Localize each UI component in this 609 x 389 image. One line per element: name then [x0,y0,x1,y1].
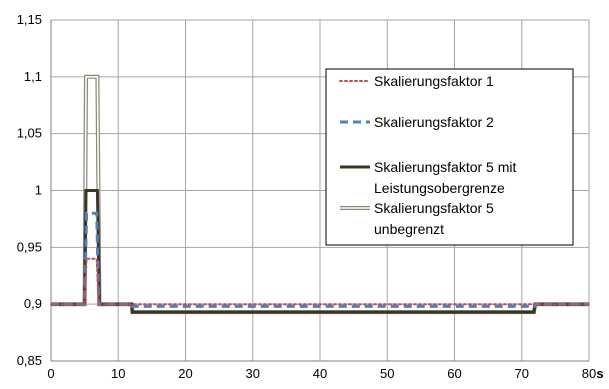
series-line-2 [51,211,589,308]
y-tick-label: 0,85 [17,353,42,368]
y-tick-label: 1,1 [24,69,42,84]
legend-label: Skalierungsfaktor 2 [374,114,494,130]
y-tick-labels: 0,85 0,9 0,95 1 1,05 1,1 1,15 [17,12,42,368]
legend-label: Skalierungsfaktor 1 [374,73,494,89]
y-tick-label: 1,05 [17,126,42,141]
y-tick-label: 0,95 [17,239,42,254]
legend-label: unbegrenzt [374,221,444,237]
x-tick-label: 80 [582,366,596,381]
y-tick-label: 1 [35,183,42,198]
x-tick-label: 10 [111,366,125,381]
legend: Skalierungsfaktor 1 Skalierungsfaktor 2 Sk… [325,68,574,246]
series-lines [50,74,590,315]
x-tick-label: 20 [178,366,192,381]
x-unit-label: s [596,366,603,381]
legend-box [325,68,574,246]
x-tick-label: 40 [313,366,327,381]
legend-label: Skalierungsfaktor 5 mit [374,159,517,175]
x-tick-label: 60 [447,366,461,381]
y-tick-label: 0,9 [24,296,42,311]
x-tick-label: 0 [47,366,54,381]
x-tick-label: 30 [246,366,260,381]
series-line-1 [50,257,590,306]
x-tick-label: 70 [515,366,529,381]
legend-label: Leistungsobergrenze [374,180,505,196]
x-tick-label: 50 [380,366,394,381]
legend-label: Skalierungsfaktor 5 [374,200,494,216]
y-tick-label: 1,15 [17,12,42,27]
x-tick-labels: 0 10 20 30 40 50 60 70 80 s [47,366,603,381]
